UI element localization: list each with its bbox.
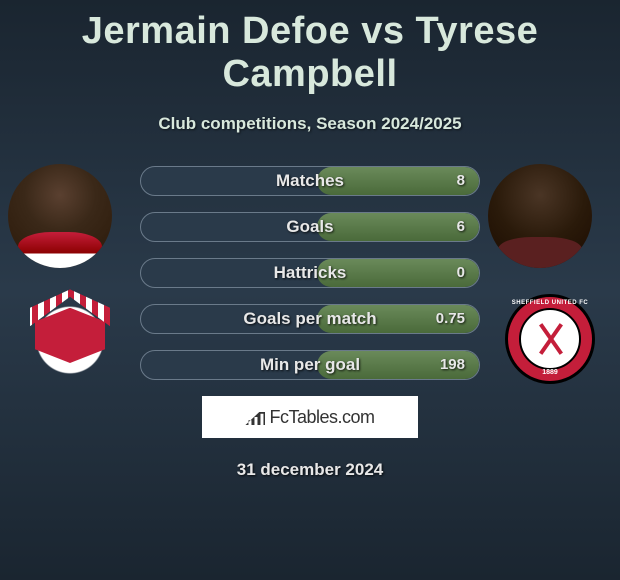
source-logo: FcTables.com — [202, 396, 418, 438]
crest-year: 1889 — [500, 369, 600, 376]
stat-bar-mpg: Min per goal 198 — [140, 350, 480, 380]
crest-swords-icon — [530, 319, 570, 359]
player1-club-crest — [20, 294, 120, 386]
stat-bar-hattricks: Hattricks 0 — [140, 258, 480, 288]
stat-label: Matches — [141, 167, 479, 194]
date-label: 31 december 2024 — [0, 460, 620, 480]
player2-club-crest: SHEFFIELD UNITED FC 1889 — [500, 294, 600, 386]
stat-value: 0.75 — [436, 305, 465, 332]
chart-icon — [245, 409, 265, 425]
logo-text: FcTables.com — [269, 407, 374, 428]
player2-avatar — [488, 164, 592, 268]
stat-bar-matches: Matches 8 — [140, 166, 480, 196]
stat-value: 0 — [457, 259, 465, 286]
stat-value: 6 — [457, 213, 465, 240]
player1-avatar — [8, 164, 112, 268]
stat-bars: Matches 8 Goals 6 Hattricks 0 Goals per … — [140, 164, 480, 380]
stat-bar-goals: Goals 6 — [140, 212, 480, 242]
comparison-content: SHEFFIELD UNITED FC 1889 Matches 8 Goals… — [0, 164, 620, 480]
page-title: Jermain Defoe vs Tyrese Campbell — [0, 0, 620, 96]
crest-club-name: SHEFFIELD UNITED FC — [500, 300, 600, 306]
subtitle: Club competitions, Season 2024/2025 — [0, 114, 620, 134]
stat-label: Goals — [141, 213, 479, 240]
stat-label: Min per goal — [141, 351, 479, 378]
stat-value: 198 — [440, 351, 465, 378]
stat-value: 8 — [457, 167, 465, 194]
stat-bar-gpm: Goals per match 0.75 — [140, 304, 480, 334]
stat-label: Goals per match — [141, 305, 479, 332]
stat-label: Hattricks — [141, 259, 479, 286]
